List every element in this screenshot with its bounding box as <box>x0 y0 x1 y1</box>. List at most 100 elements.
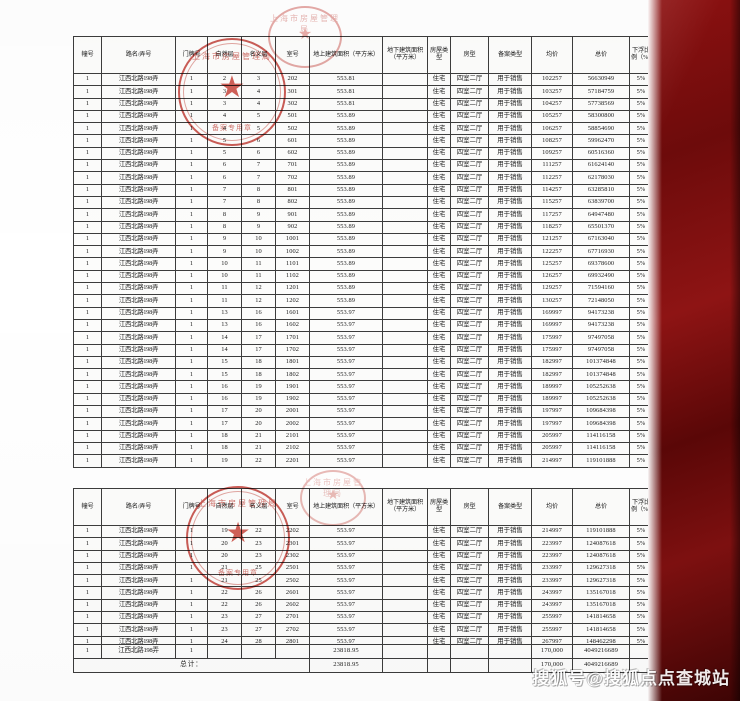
cell-above-ground-area: 553.89 <box>309 232 383 247</box>
cell-filing-type: 用于销售 <box>488 109 532 124</box>
cell-filing-type: 用于销售 <box>488 441 532 456</box>
cell-discount-rate: 5% <box>629 598 653 613</box>
cell-building-no: 1 <box>73 611 102 625</box>
cell-natural-floor: 8 <box>207 208 242 222</box>
cell-room-no: 902 <box>275 220 310 234</box>
cell-building-no: 1 <box>73 245 102 259</box>
cell-building-no: 1 <box>73 644 102 659</box>
cell-layout: 四室二厅 <box>450 146 489 161</box>
table-row: 1 江西北路198弄 1 11 12 1201 553.89 住宅 四室二厅 用于销售 129257… <box>73 282 693 296</box>
cell-total-price: 71594160 <box>572 282 630 296</box>
table-row: 1 江西北路198弄 1 15 18 1802 553.97 住宅 四室二厅 用于销售 182997… <box>73 368 693 382</box>
cell-total-price: 124087618 <box>572 549 630 563</box>
cell-building-no: 1 <box>73 623 102 637</box>
cell-filing-type <box>488 658 532 673</box>
cell-natural-floor: 23 <box>207 611 242 625</box>
cell-house-type: 住宅 <box>427 122 451 136</box>
cell-house-type: 住宅 <box>427 306 451 320</box>
cell-nominal-floor: 25 <box>241 561 276 576</box>
cell-house-type: 住宅 <box>427 417 451 431</box>
cell-filing-type: 用于销售 <box>488 586 532 600</box>
cell-nominal-floor: 7 <box>241 159 276 173</box>
cell-nominal-floor: 12 <box>241 282 276 296</box>
cell-nominal-floor: 11 <box>241 269 276 284</box>
cell-house-type: 住宅 <box>427 208 451 222</box>
col-header-room-no: 室号 <box>275 36 310 74</box>
cell-below-ground-area <box>382 146 428 161</box>
col-header-road-lane: 路名/弄号 <box>101 36 176 74</box>
cell-building-no: 1 <box>73 429 102 443</box>
cell-house-type: 住宅 <box>427 561 451 576</box>
cell-road-lane: 江西北路198弄 <box>101 97 176 111</box>
cell-room-no: 2301 <box>275 537 310 551</box>
table-row: 1 江西北路198弄 1 5 6 602 553.89 住宅 四室二厅 用于销售 109257 605… <box>73 146 693 161</box>
table-row: 1 江西北路198弄 1 20 23 2302 553.97 住宅 四室二厅 用于销售 223997… <box>73 549 693 563</box>
cell-house-type: 住宅 <box>427 611 451 625</box>
cell-total-price: 67716930 <box>572 245 630 259</box>
cell-filing-type: 用于销售 <box>488 159 532 173</box>
cell-natural-floor: 7 <box>207 183 242 197</box>
registration-summary-table: 1 江西北路198弄 1 23818.95 170,000 4049216689 总计： 23… <box>73 644 693 673</box>
cell-layout: 四室二厅 <box>450 245 489 259</box>
table-body: 1 江西北路198弄 1 19 22 2202 553.97 住宅 四室二厅 用于销售 214997… <box>73 524 693 662</box>
cell-filing-type: 用于销售 <box>488 122 532 136</box>
cell-unit-price: 189997 <box>531 380 573 394</box>
col-header-house-type: 房屋类型 <box>427 488 451 526</box>
cell-room-no: 202 <box>275 72 310 87</box>
cell-building-no: 1 <box>73 146 102 161</box>
cell-road-lane: 江西北路198弄 <box>101 72 176 87</box>
cell-house-type: 住宅 <box>427 294 451 308</box>
cell-house-no: 1 <box>175 208 208 222</box>
cell-above-ground-area: 553.89 <box>309 122 383 136</box>
cell-house-no: 1 <box>175 134 208 148</box>
summary-total-row: 总计： 23818.95 170,000 4049216689 <box>73 658 693 673</box>
cell-total-price: 114116158 <box>572 429 630 443</box>
cell-above-ground-area: 553.97 <box>309 392 383 407</box>
cell-above-ground-area: 553.89 <box>309 282 383 296</box>
cell-house-no: 1 <box>175 122 208 136</box>
cell-above-ground-area: 553.89 <box>309 208 383 222</box>
cell-filing-type: 用于销售 <box>488 549 532 563</box>
table-row: 1 江西北路198弄 1 8 9 901 553.89 住宅 四室二厅 用于销售 117257 649… <box>73 208 693 222</box>
cell-above-ground-area: 553.97 <box>309 441 383 456</box>
cell-above-ground-area: 553.97 <box>309 318 383 333</box>
cell-nominal-floor: 3 <box>241 72 276 87</box>
cell-above-ground-area: 553.89 <box>309 134 383 148</box>
table-row: 1 江西北路198弄 1 8 9 902 553.89 住宅 四室二厅 用于销售 118257 655… <box>73 220 693 234</box>
cell-below-ground-area <box>382 171 428 185</box>
cell-total-price: 69932490 <box>572 269 630 284</box>
cell-room-no: 702 <box>275 171 310 185</box>
cell-layout: 四室二厅 <box>450 611 489 625</box>
cell-above-ground-area: 553.97 <box>309 623 383 637</box>
cell-natural-floor: 13 <box>207 306 242 320</box>
cell-road-lane: 江西北路198弄 <box>101 159 176 173</box>
cell-below-ground-area <box>382 220 428 234</box>
table-row: 1 江西北路198弄 1 7 8 802 553.89 住宅 四室二厅 用于销售 115257 638… <box>73 195 693 210</box>
col-header-house-no: 门牌号 <box>175 488 208 526</box>
cell-layout: 四室二厅 <box>450 441 489 456</box>
cell-building-no: 1 <box>73 524 102 539</box>
cell-discount-rate: 5% <box>629 454 653 468</box>
cell-filing-type: 用于销售 <box>488 257 532 271</box>
cell-layout: 四室二厅 <box>450 343 489 357</box>
cell-house-type: 住宅 <box>427 159 451 173</box>
cell-below-ground-area <box>382 454 428 468</box>
cell-building-no: 1 <box>73 331 102 345</box>
cell-total-price: 141814658 <box>572 611 630 625</box>
cell-below-ground-area <box>382 159 428 173</box>
cell-below-ground-area <box>382 232 428 247</box>
cell-below-ground-area <box>382 343 428 357</box>
cell-layout: 四室二厅 <box>450 537 489 551</box>
cell-house-type: 住宅 <box>427 331 451 345</box>
cell-road-lane: 江西北路198弄 <box>101 644 176 659</box>
cell-total-price: 58854690 <box>572 122 630 136</box>
cell-room-no: 2302 <box>275 549 310 563</box>
cell-house-no: 1 <box>175 417 208 431</box>
summary-table: 1 江西北路198弄 1 23818.95 170,000 4049216689 总计： 23… <box>73 644 693 673</box>
cell-above-ground-area: 553.81 <box>309 72 383 87</box>
cell-house-type: 住宅 <box>427 441 451 456</box>
cell-road-lane: 江西北路198弄 <box>101 417 176 431</box>
header-row: 幢号 路名/弄号 门牌号 自然层 名义层 室号 地上建筑面积（平方米） 地下建筑… <box>73 36 693 74</box>
cell-nominal-floor: 22 <box>241 524 276 539</box>
cell-house-type: 住宅 <box>427 598 451 613</box>
